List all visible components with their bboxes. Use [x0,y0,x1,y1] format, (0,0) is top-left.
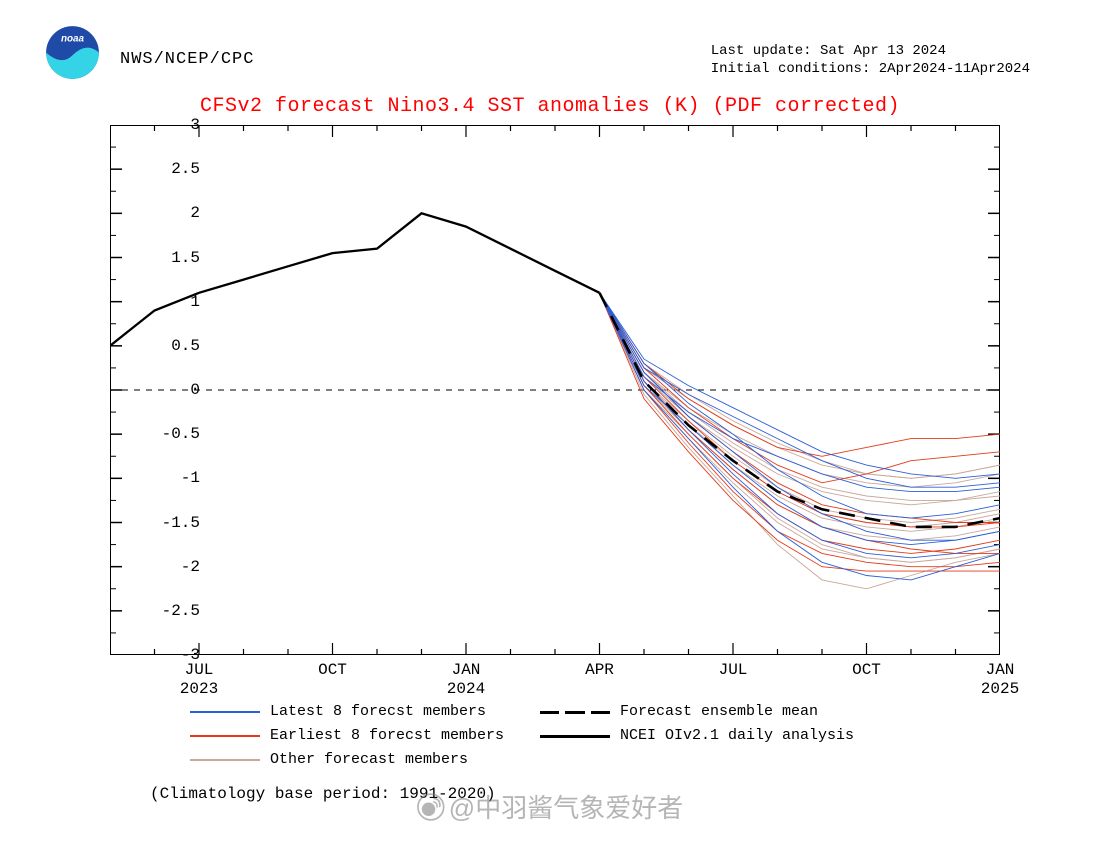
legend-obs-label: NCEI OIv2.1 daily analysis [620,724,854,748]
legend-other-label: Other forecast members [270,748,468,772]
watermark: @中羽酱气象爱好者 [417,788,683,825]
legend-earliest-label: Earliest 8 forecst members [270,724,504,748]
legend-latest-label: Latest 8 forecst members [270,700,486,724]
y-tick-label: -1 [181,469,200,487]
y-tick-label: 2 [190,204,200,222]
x-tick-label: JUL 2023 [180,661,218,699]
last-update-label: Last update: Sat Apr 13 2024 [711,42,1030,60]
y-tick-label: 0 [190,381,200,399]
watermark-text: @中羽酱气象爱好者 [449,788,683,825]
legend-mean-label: Forecast ensemble mean [620,700,818,724]
header: noaa NWS/NCEP/CPC Last update: Sat Apr 1… [0,20,1100,80]
legend-swatch-obs [540,735,610,738]
svg-text:noaa: noaa [61,34,85,45]
update-block: Last update: Sat Apr 13 2024 Initial con… [711,42,1030,78]
y-tick-label: 1 [190,293,200,311]
x-tick-label: JAN 2024 [447,661,485,699]
init-cond-label: Initial conditions: 2Apr2024-11Apr2024 [711,60,1030,78]
x-tick-label: JAN 2025 [981,661,1019,699]
legend-swatch-mean [540,711,610,714]
weibo-icon [417,793,445,821]
y-tick-label: 1.5 [171,249,200,267]
chart-title: CFSv2 forecast Nino3.4 SST anomalies (K)… [0,95,1100,118]
x-tick-label: JUL [719,661,748,680]
legend: Latest 8 forecst members Forecast ensemb… [190,700,854,772]
x-tick-label: OCT [318,661,347,680]
y-tick-label: -2.5 [162,602,200,620]
legend-swatch-earliest [190,735,260,737]
y-tick-label: -0.5 [162,425,200,443]
legend-swatch-other [190,759,260,761]
y-tick-label: 2.5 [171,160,200,178]
x-tick-label: OCT [852,661,881,680]
legend-swatch-latest [190,711,260,713]
chart-svg [110,125,1000,655]
y-tick-label: -1.5 [162,514,200,532]
y-tick-label: 0.5 [171,337,200,355]
y-tick-label: -2 [181,558,200,576]
noaa-logo-icon: noaa [45,25,100,80]
chart-plot-area [110,125,1000,655]
org-label: NWS/NCEP/CPC [120,50,254,69]
x-tick-label: APR [585,661,614,680]
y-tick-label: 3 [190,116,200,134]
